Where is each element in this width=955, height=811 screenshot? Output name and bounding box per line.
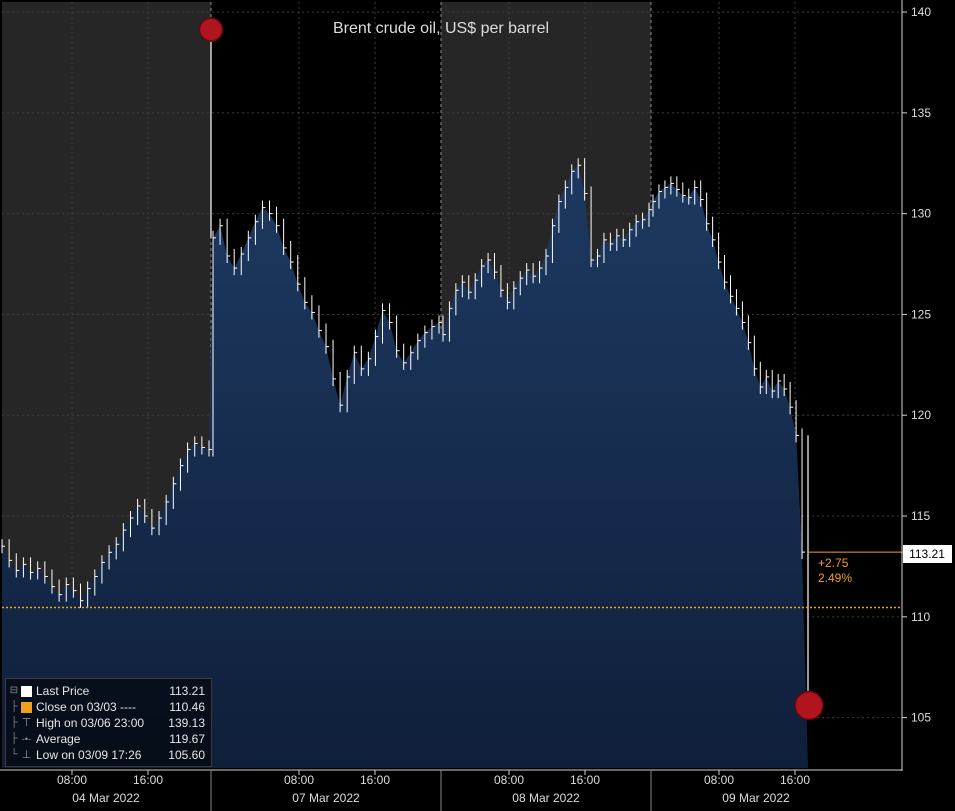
y-tick-label: 105 [911,711,931,725]
tree-branch-icon: ├ [10,717,18,728]
low-marker-icon: ⊥ [21,749,32,761]
x-tick-labels: 08:00 16:00 08:00 16:00 08:00 16:00 08:00 16:00 [57,770,810,787]
chart-title: Brent crude oil, US$ per barrel [333,20,549,37]
x-tick-label: 08:00 [57,773,87,787]
collapse-icon[interactable]: ⊟ [9,685,19,696]
x-tick-label: 16:00 [133,773,163,787]
date-label: 04 Mar 2022 [72,791,140,805]
last-price-tag-value: 113.21 [909,547,945,561]
legend-label: Last Price [36,684,90,698]
legend-label: Average [36,732,81,746]
date-label: 09 Mar 2022 [722,791,790,805]
y-tick-label: 135 [911,106,931,120]
y-tick-label: 110 [911,610,930,624]
axes [0,0,903,811]
legend-row-average[interactable]: ├ -•- Average 119.67 [6,731,211,747]
legend-row-last-price[interactable]: ⊟ Last Price 113.21 [6,683,211,699]
change-value: +2.75 [818,556,849,570]
y-tick-label: 120 [911,408,931,422]
x-tick-label: 16:00 [360,773,390,787]
legend-value: 105.60 [168,748,205,762]
legend-row-low[interactable]: └ ⊥ Low on 03/09 17:26 105.60 [6,747,211,763]
x-tick-label: 16:00 [780,773,810,787]
last-price-tag: 113.21 [903,545,952,563]
date-label: 08 Mar 2022 [512,791,580,805]
legend-value: 113.21 [169,684,205,698]
high-marker [198,17,224,42]
x-tick-label: 16:00 [570,773,600,787]
date-label: 07 Mar 2022 [292,791,360,805]
last-price-tag-box [903,545,952,563]
reference-line [2,551,903,609]
price-area [2,165,808,769]
legend-label: Low on 03/09 17:26 [36,748,142,762]
legend-value: 139.13 [168,716,205,730]
change-percent: 2.49% [818,571,852,585]
y-tick-label: 125 [911,307,931,321]
legend-value: 119.67 [169,732,205,746]
x-tick-label: 08:00 [284,773,314,787]
legend-value: 110.46 [169,700,205,714]
tree-branch-icon: ├ [10,733,18,744]
last-price-swatch [21,686,32,697]
x-tick-label: 08:00 [704,773,734,787]
average-marker-icon: -•- [21,734,32,744]
legend-row-close[interactable]: ├ Close on 03/03 ---- 110.46 [6,699,211,715]
ohlc-bars [1,29,809,706]
y-tick-labels: 105 110 115 120 125 130 135 140 [902,5,931,725]
legend-row-high[interactable]: ├ ⊤ High on 03/06 23:00 139.13 [6,715,211,731]
legend-panel: ⊟ Last Price 113.21 ├ Close on 03/03 ---… [5,678,212,767]
close-swatch [21,702,32,713]
high-marker-icon: ⊤ [21,717,32,729]
price-area-fill [2,165,808,769]
y-tick-label: 140 [911,5,931,19]
legend-label: High on 03/06 23:00 [36,716,145,730]
legend-label: Close on 03/03 ---- [36,700,137,714]
low-marker [794,690,824,721]
tree-end-icon: └ [10,749,18,760]
y-tick-label: 130 [911,207,931,221]
tree-branch-icon: ├ [10,701,18,712]
date-labels: 04 Mar 2022 07 Mar 2022 08 Mar 2022 09 Mar … [72,791,790,805]
x-tick-label: 08:00 [494,773,524,787]
markers [198,17,824,721]
y-tick-label: 115 [911,509,930,523]
